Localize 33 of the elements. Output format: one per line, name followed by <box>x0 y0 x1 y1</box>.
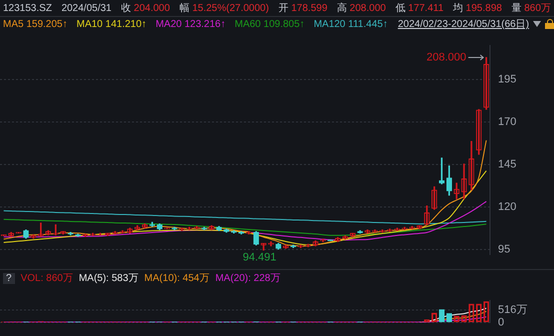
text: MA20 123.216↑ <box>156 18 226 30</box>
text: MA10 141.210↑ <box>76 18 147 30</box>
line-series <box>3 210 487 224</box>
y-tick-label: 95 <box>498 243 510 256</box>
y-tick-label: 516万 <box>498 304 528 316</box>
text: 收 204.000 <box>121 3 170 14</box>
y-tick-label: 145 <box>498 158 516 170</box>
annotation: 208.000 <box>426 52 466 64</box>
text: 幅 15.25%(27.0000) <box>179 3 269 14</box>
text: 2024/02/23-2024/05/31(66日) <box>398 18 530 31</box>
text: 高 208.000 <box>336 3 386 14</box>
bar <box>438 309 445 322</box>
text: 2024/05/31 <box>61 2 112 14</box>
text: 量 860万 <box>511 3 551 14</box>
line-series <box>3 218 487 236</box>
text: 123153.SZ <box>3 2 52 14</box>
text: MA60 109.805↑ <box>234 18 305 30</box>
text: MA5 159.205↑ <box>3 18 68 30</box>
y-tick-label: 195 <box>498 74 516 86</box>
y-tick-label: 0 <box>498 316 504 328</box>
text: 均 195.898 <box>453 3 502 14</box>
line-series <box>3 140 487 247</box>
text: 低 177.411 <box>395 3 444 14</box>
y-tick-label: 120 <box>498 200 516 213</box>
text: VOL: 860万 <box>20 272 73 285</box>
text: ? <box>3 272 15 284</box>
text: MA(10): 454万 <box>144 272 210 285</box>
text: MA(5): 583万 <box>78 272 138 285</box>
y-tick-label: 170 <box>498 116 516 128</box>
annotation: 94.491 <box>242 252 276 264</box>
text: MA(20): 228万 <box>215 272 280 285</box>
text: 开 178.599 <box>278 3 328 14</box>
text: MA120 111.445↑ <box>314 18 388 30</box>
